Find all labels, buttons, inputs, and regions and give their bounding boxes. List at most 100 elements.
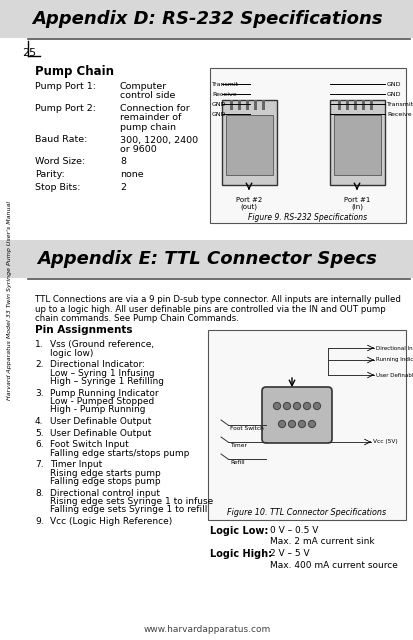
Text: or 9600: or 9600 [120,145,157,154]
Text: GND: GND [211,102,226,106]
Text: Vss (Ground reference,: Vss (Ground reference, [50,340,154,349]
Text: control side: control side [120,92,175,100]
Bar [230,100,233,110]
Circle shape [293,403,300,410]
Text: Computer: Computer [120,82,167,91]
Text: Word Size:: Word Size: [35,157,85,166]
Circle shape [298,420,305,428]
Bar [209,68,405,223]
Text: 2 V – 5 V: 2 V – 5 V [269,549,309,558]
Bar [0,240,413,278]
Text: Foot Switch: Foot Switch [230,426,263,431]
Text: 5.: 5. [35,429,43,438]
Text: 300, 1200, 2400: 300, 1200, 2400 [120,136,198,145]
Text: 9.: 9. [35,517,43,526]
Text: Pump Port 1:: Pump Port 1: [35,82,96,91]
Text: none: none [120,170,143,179]
Text: www.harvardapparatus.com: www.harvardapparatus.com [143,625,270,634]
Text: Max. 400 mA current source: Max. 400 mA current source [269,561,397,570]
Text: Figure 10. TTL Connector Specifications: Figure 10. TTL Connector Specifications [227,508,386,517]
Text: Max. 2 mA current sink: Max. 2 mA current sink [269,537,374,546]
Text: Appendix E: TTL Connector Specs: Appendix E: TTL Connector Specs [37,250,376,268]
Bar [345,100,348,110]
Text: Pin Assignments: Pin Assignments [35,325,132,335]
Text: Port #1
(in): Port #1 (in) [343,197,369,211]
Text: 1.: 1. [35,340,43,349]
Circle shape [308,420,315,428]
Text: TTL Connections are via a 9 pin D-sub type connector. All inputs are internally : TTL Connections are via a 9 pin D-sub ty… [35,295,400,304]
Text: 25: 25 [22,48,36,58]
Bar [0,0,413,38]
Text: 2: 2 [120,182,126,191]
Text: 2.: 2. [35,360,43,369]
Text: Parity:: Parity: [35,170,64,179]
Bar [329,100,384,185]
Bar [254,100,256,110]
Text: Stop Bits:: Stop Bits: [35,182,80,191]
Text: remainder of: remainder of [120,113,181,122]
Text: Directional Indicator: Directional Indicator [375,346,413,351]
Text: logic low): logic low) [50,349,93,358]
FancyBboxPatch shape [261,387,331,443]
Circle shape [303,403,310,410]
Text: GND: GND [211,111,226,116]
Text: 8: 8 [120,157,126,166]
Circle shape [278,420,285,428]
Text: Pump Chain: Pump Chain [35,65,114,78]
Text: Falling edge starts/stops pump: Falling edge starts/stops pump [50,449,189,458]
Text: Vcc (5V): Vcc (5V) [372,440,397,445]
Text: User Definable Outputs: User Definable Outputs [375,372,413,378]
Text: Appendix D: RS-232 Specifications: Appendix D: RS-232 Specifications [32,10,381,28]
Text: Timer: Timer [230,443,246,448]
Text: Running Indicator: Running Indicator [375,358,413,362]
Text: Harvard Apparatus Model 33 Twin Syringe Pump User's Manual: Harvard Apparatus Model 33 Twin Syringe … [7,200,12,399]
Text: Figure 9. RS-232 Specifications: Figure 9. RS-232 Specifications [248,213,367,222]
Text: 8.: 8. [35,488,43,497]
Text: Transmit: Transmit [386,102,413,106]
Text: 0 V – 0.5 V: 0 V – 0.5 V [269,526,318,535]
Text: Vcc (Logic High Reference): Vcc (Logic High Reference) [50,517,172,526]
Text: chain commands. See Pump Chain Commands.: chain commands. See Pump Chain Commands. [35,314,238,323]
Text: Directional control input: Directional control input [50,488,159,497]
Text: up to a logic high. All user definable pins are controlled via the IN and OUT pu: up to a logic high. All user definable p… [35,305,385,314]
Text: Pump Running Indicator: Pump Running Indicator [50,388,158,397]
Circle shape [313,403,320,410]
Text: pump chain: pump chain [120,123,176,132]
Text: Receive: Receive [386,111,411,116]
Text: Transmit: Transmit [211,81,239,86]
Text: GND: GND [386,81,401,86]
Text: Logic High:: Logic High: [209,549,271,559]
Text: GND: GND [386,92,401,97]
Bar [369,100,372,110]
Text: High – Syringe 1 Refilling: High – Syringe 1 Refilling [50,377,164,386]
Text: 4.: 4. [35,417,43,426]
Bar [353,100,356,110]
Bar [361,100,364,110]
Bar [207,330,405,520]
Text: User Definable Output: User Definable Output [50,429,151,438]
Text: 3.: 3. [35,388,43,397]
Bar [337,100,340,110]
Text: Port #2
(out): Port #2 (out) [235,197,261,211]
Text: 7.: 7. [35,460,43,469]
Text: Refill: Refill [230,460,244,465]
Text: 6.: 6. [35,440,43,449]
Text: Low – Syring 1 Infusing: Low – Syring 1 Infusing [50,369,154,378]
Text: Falling edge stops pump: Falling edge stops pump [50,477,160,486]
Bar [245,100,248,110]
Bar [221,100,276,185]
Text: Directional Indicator:: Directional Indicator: [50,360,145,369]
Text: Connection for: Connection for [120,104,189,113]
Text: High - Pump Running: High - Pump Running [50,406,145,415]
Text: Rising edge starts pump: Rising edge starts pump [50,468,160,477]
Text: Logic Low:: Logic Low: [209,526,268,536]
Text: Pump Port 2:: Pump Port 2: [35,104,96,113]
Bar [225,115,272,175]
Circle shape [273,403,280,410]
Text: Receive: Receive [211,92,236,97]
Text: Low - Pumped Stopped: Low - Pumped Stopped [50,397,154,406]
Bar [237,100,240,110]
Text: Timer Input: Timer Input [50,460,102,469]
Text: Falling edge sets Syringe 1 to refill: Falling edge sets Syringe 1 to refill [50,506,207,515]
Text: Foot Switch Input: Foot Switch Input [50,440,128,449]
